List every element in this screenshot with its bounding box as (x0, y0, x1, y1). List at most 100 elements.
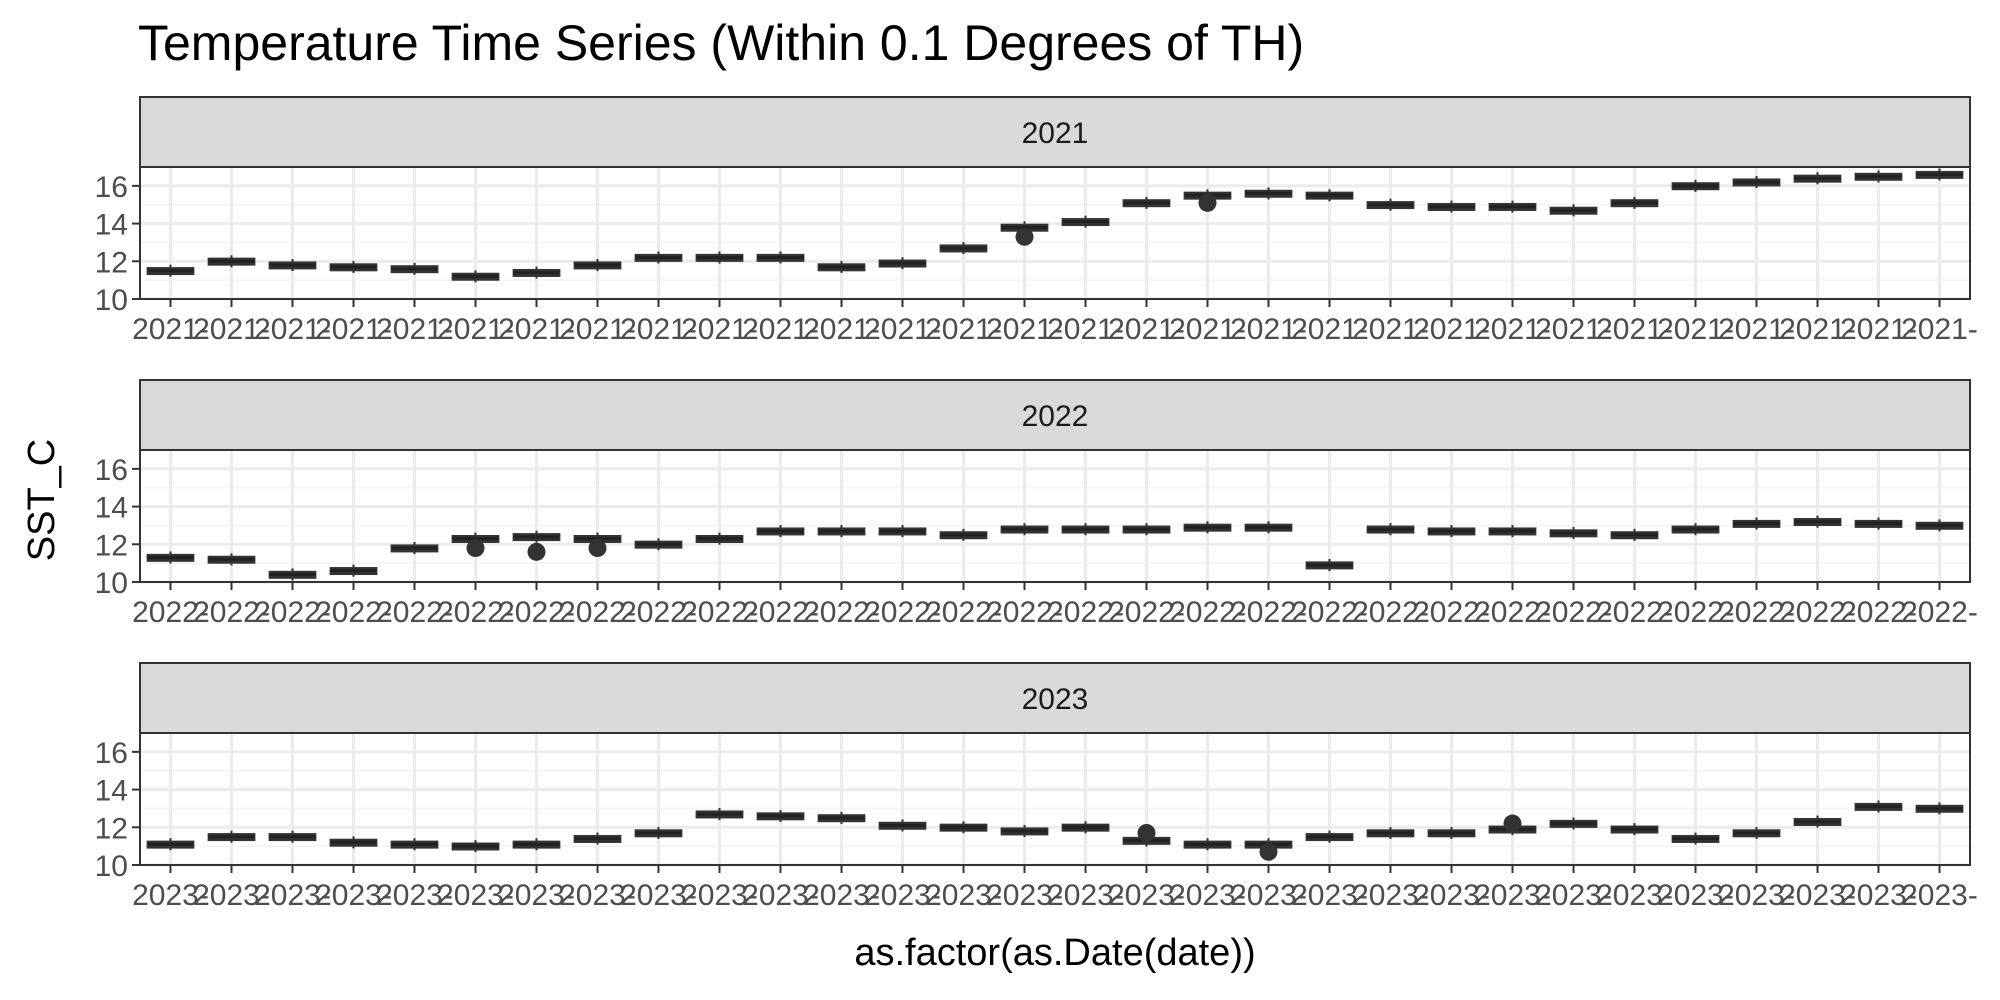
panel-background (140, 167, 1970, 299)
outlier-point (1259, 842, 1278, 861)
x-tick-label: 2023- (1352, 879, 1429, 912)
x-tick-label: 2021- (620, 313, 697, 346)
x-tick-label: 2021- (498, 313, 575, 346)
x-tick-label: 2023- (1413, 879, 1490, 912)
x-tick-label: 2021- (1413, 313, 1490, 346)
x-tick-label: 2021- (1108, 313, 1185, 346)
x-tick-label: 2022- (1596, 596, 1673, 629)
chart-title: Temperature Time Series (Within 0.1 Degr… (138, 15, 1305, 71)
x-tick-label: 2023- (1108, 879, 1185, 912)
x-tick-label: 2022- (1047, 596, 1124, 629)
outlier-point (1503, 814, 1522, 833)
x-tick-label: 2023- (315, 879, 392, 912)
x-tick-label: 2021- (1291, 313, 1368, 346)
x-tick-label: 2021- (742, 313, 819, 346)
x-tick-label: 2022- (864, 596, 941, 629)
x-tick-label: 2023- (986, 879, 1063, 912)
x-tick-label: 2023- (925, 879, 1002, 912)
x-tick-label: 2021- (193, 313, 270, 346)
x-tick-label: 2023- (1901, 879, 1978, 912)
x-tick-label: 2023- (193, 879, 270, 912)
x-tick-label: 2022- (1779, 596, 1856, 629)
outlier-point (1137, 823, 1156, 842)
x-tick-label: 2021- (1596, 313, 1673, 346)
x-tick-label: 2021- (1535, 313, 1612, 346)
x-tick-label: 2022- (1474, 596, 1551, 629)
x-tick-label: 2021- (1901, 313, 1978, 346)
x-tick-label: 2021- (1474, 313, 1551, 346)
x-tick-label: 2021- (559, 313, 636, 346)
x-tick-label: 2023- (1840, 879, 1917, 912)
x-tick-label: 2022- (315, 596, 392, 629)
facet-strip-label: 2022 (1022, 400, 1089, 433)
x-tick-label: 2022- (925, 596, 1002, 629)
x-axis-label: as.factor(as.Date(date)) (854, 932, 1255, 974)
x-tick-label: 2023- (681, 879, 758, 912)
x-tick-label: 2023- (559, 879, 636, 912)
x-tick-label: 2023- (1657, 879, 1734, 912)
y-tick-label: 14 (95, 492, 128, 525)
x-tick-label: 2022- (1108, 596, 1185, 629)
x-tick-label: 2021- (1840, 313, 1917, 346)
facet-strip-2023 (139, 662, 1971, 734)
x-tick-label: 2023- (1779, 879, 1856, 912)
x-tick-label: 2023- (1169, 879, 1246, 912)
x-tick-label: 2023- (1230, 879, 1307, 912)
x-tick-label: 2022- (1352, 596, 1429, 629)
y-tick-label: 16 (95, 737, 128, 770)
x-tick-label: 2022- (376, 596, 453, 629)
y-tick-label: 10 (95, 850, 128, 883)
x-tick-label: 2021- (1169, 313, 1246, 346)
x-tick-label: 2022- (986, 596, 1063, 629)
y-tick-label: 16 (95, 171, 128, 204)
x-tick-label: 2023- (742, 879, 819, 912)
y-tick-label: 10 (95, 284, 128, 317)
x-tick-label: 2023- (1535, 879, 1612, 912)
x-tick-label: 2022- (437, 596, 514, 629)
y-tick-label: 16 (95, 454, 128, 487)
outlier-point (1198, 193, 1217, 212)
x-tick-label: 2023- (803, 879, 880, 912)
x-tick-label: 2023- (1291, 879, 1368, 912)
x-tick-label: 2022- (1840, 596, 1917, 629)
y-tick-label: 14 (95, 209, 128, 242)
x-tick-label: 2021- (437, 313, 514, 346)
x-tick-label: 2021- (1352, 313, 1429, 346)
x-tick-label: 2022- (193, 596, 270, 629)
outlier-point (527, 542, 546, 561)
x-tick-label: 2022- (1413, 596, 1490, 629)
x-tick-label: 2023- (1718, 879, 1795, 912)
panel-border (139, 166, 1971, 300)
x-tick-label: 2023- (864, 879, 941, 912)
panel-border (139, 732, 1971, 866)
x-tick-label: 2023- (254, 879, 331, 912)
x-tick-label: 2022- (620, 596, 697, 629)
x-tick-label: 2021- (681, 313, 758, 346)
y-axis-label: SST_C (21, 439, 63, 561)
x-tick-label: 2023- (376, 879, 453, 912)
x-tick-label: 2021- (315, 313, 392, 346)
x-tick-label: 2021- (925, 313, 1002, 346)
x-tick-label: 2021- (376, 313, 453, 346)
x-tick-label: 2021- (1718, 313, 1795, 346)
outlier-point (1015, 227, 1034, 246)
x-tick-label: 2021- (986, 313, 1063, 346)
x-tick-label: 2023- (1047, 879, 1124, 912)
x-tick-label: 2022- (1169, 596, 1246, 629)
y-tick-label: 12 (95, 246, 128, 279)
x-tick-label: 2023- (620, 879, 697, 912)
x-tick-label: 2023- (437, 879, 514, 912)
x-tick-label: 2021- (1047, 313, 1124, 346)
x-tick-label: 2022- (559, 596, 636, 629)
x-tick-label: 2021- (1657, 313, 1734, 346)
x-tick-label: 2022- (1657, 596, 1734, 629)
x-tick-label: 2022- (254, 596, 331, 629)
x-tick-label: 2022- (498, 596, 575, 629)
x-tick-label: 2023- (1596, 879, 1673, 912)
x-tick-label: 2023- (498, 879, 575, 912)
x-tick-label: 2023- (1474, 879, 1551, 912)
x-tick-label: 2022- (1535, 596, 1612, 629)
x-tick-label: 2022- (1718, 596, 1795, 629)
